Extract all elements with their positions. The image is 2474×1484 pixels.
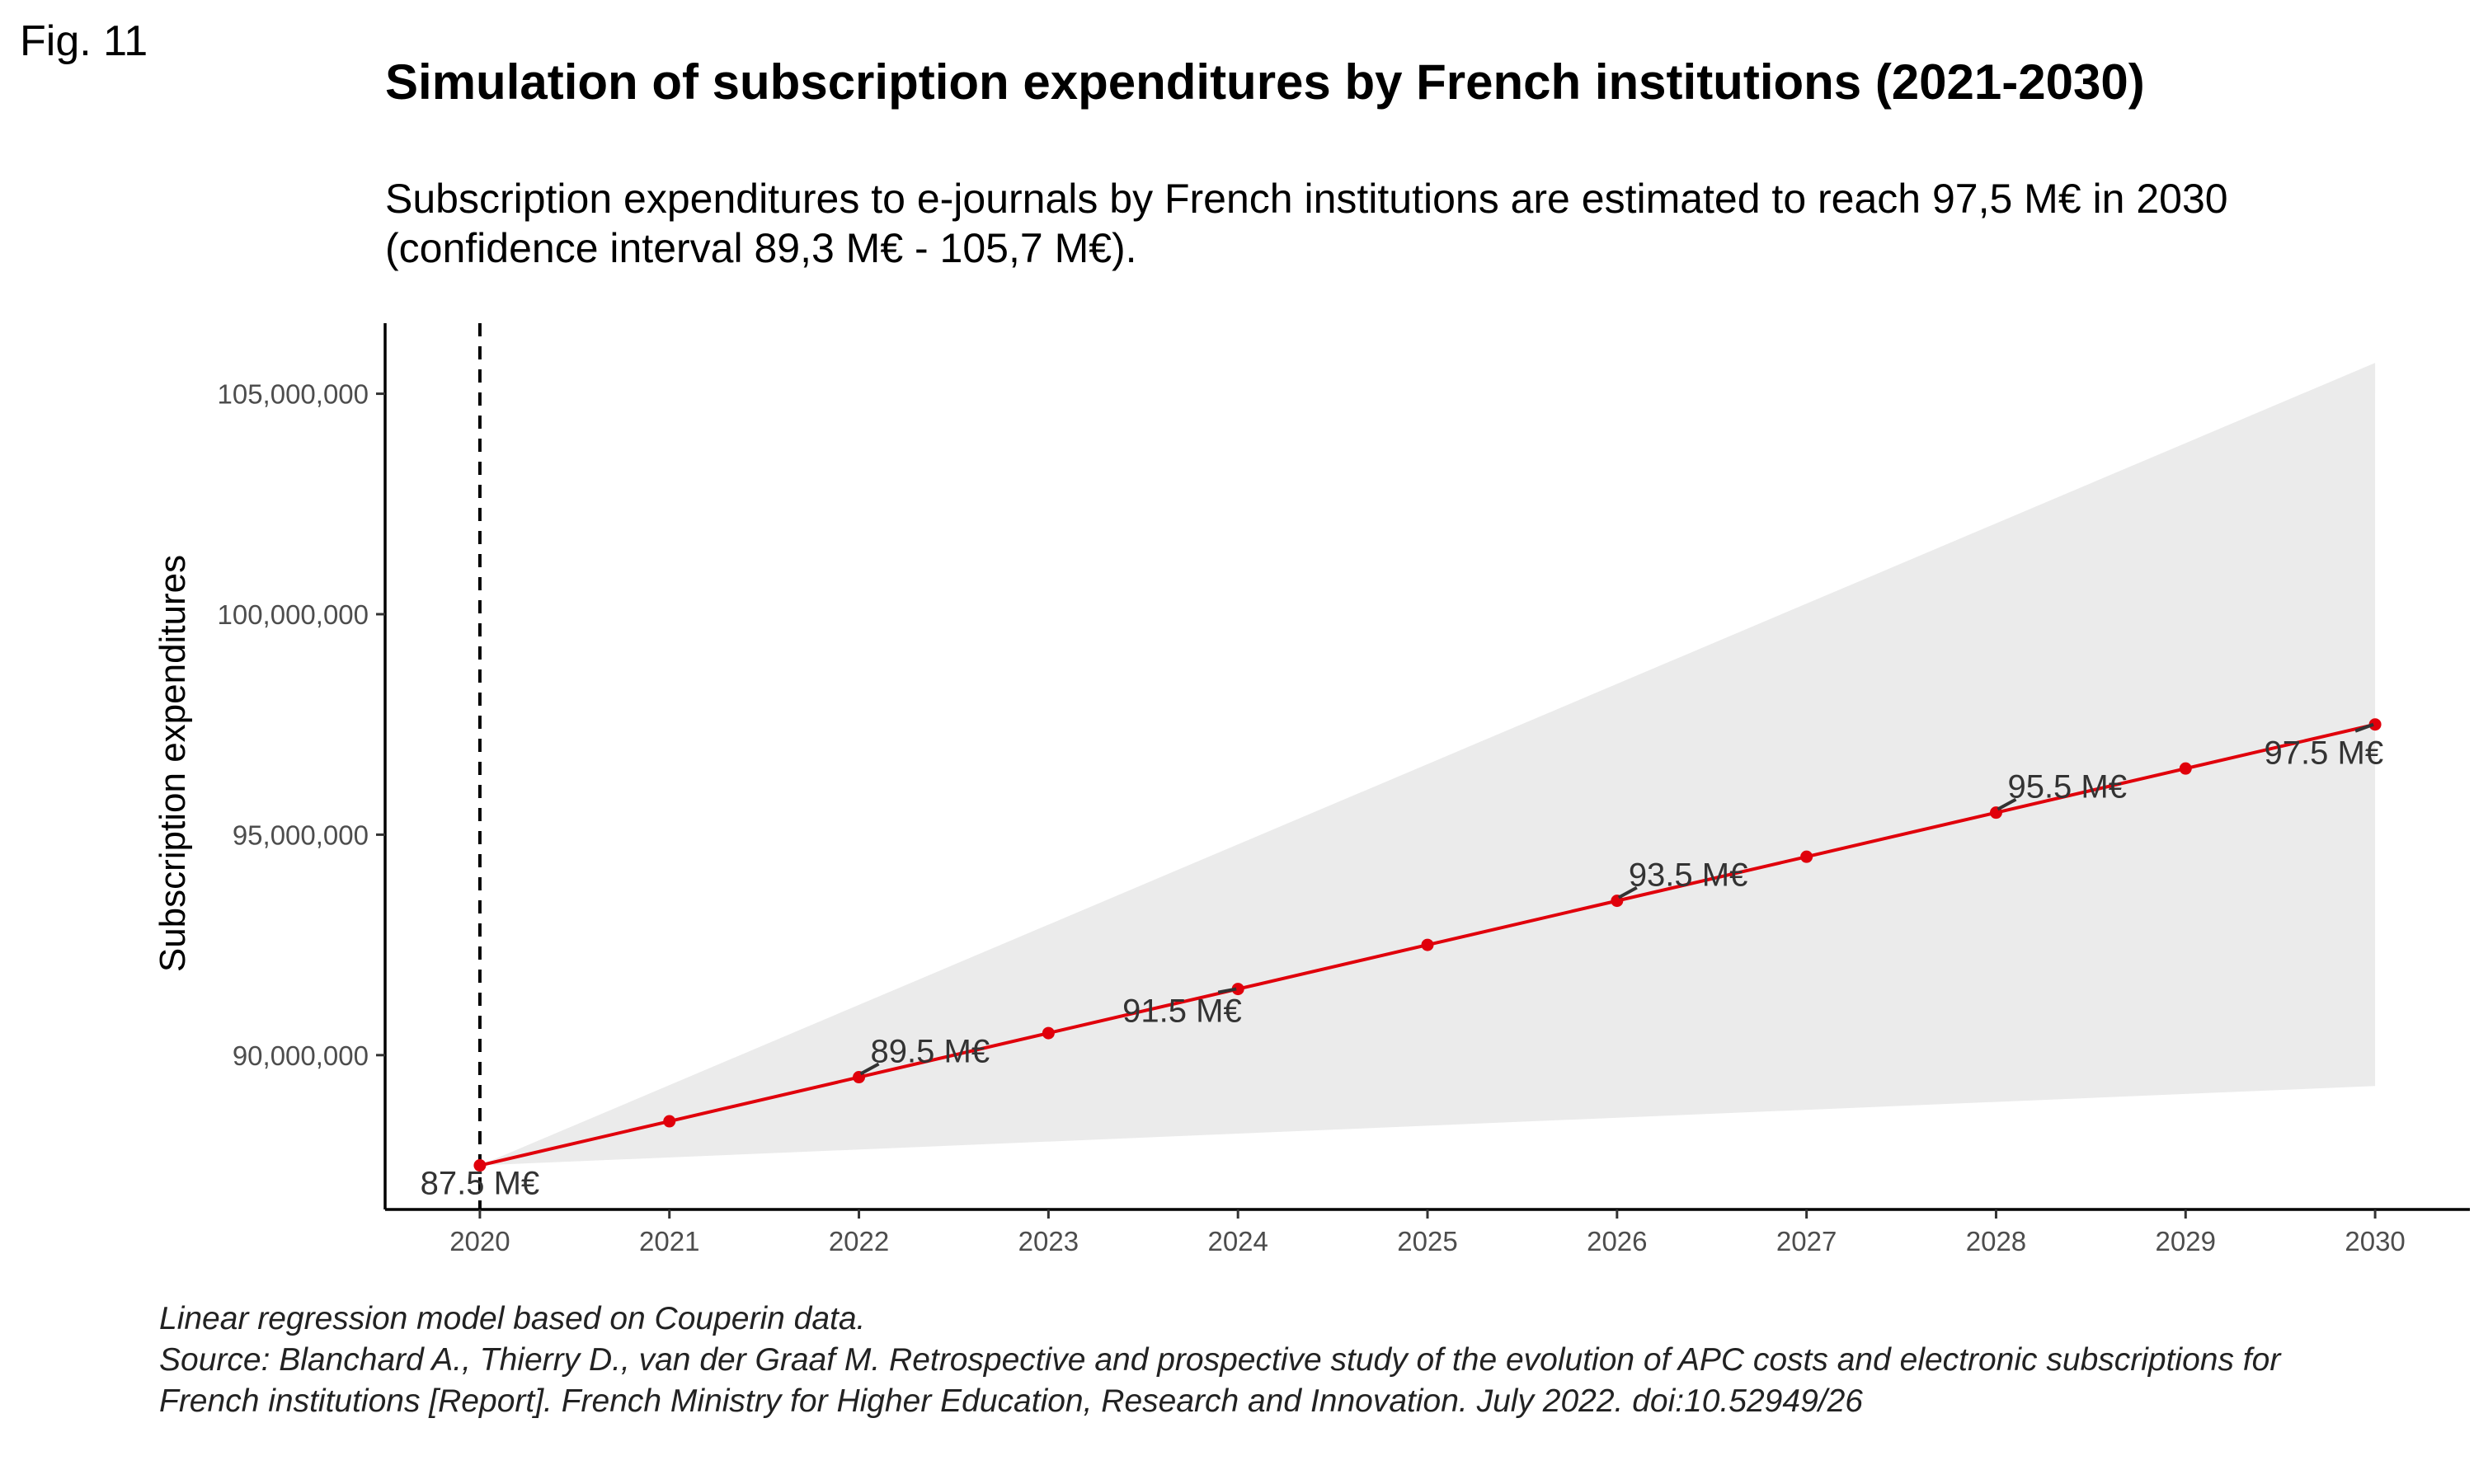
caption-line-3: French institutions [Report]. French Min… [159,1383,1863,1419]
data-point [663,1115,676,1128]
data-point [473,1159,487,1172]
x-tick-label: 2021 [639,1226,699,1256]
y-axis-title: Subscription expenditures [153,555,193,972]
confidence-band [479,363,2376,1166]
data-point [1231,983,1244,996]
plot-area: 90,000,000 95,000,000 100,000,000 105,000,0… [217,323,2470,1256]
x-tick-label: 2025 [1397,1226,1457,1256]
data-label-leader [2354,722,2374,733]
data-point [1800,850,1813,863]
x-tick-label: 2028 [1966,1226,2026,1256]
data-label: 95.5 M€ [2007,769,2127,805]
data-point [1042,1026,1055,1040]
x-tick-label: 2024 [1207,1226,1268,1256]
data-label: 91.5 M€ [1122,993,1242,1030]
data-point [1421,938,1434,951]
data-label: 93.5 M€ [1629,857,1748,894]
data-label: 89.5 M€ [871,1034,990,1070]
figure-label: Fig. 11 [20,17,148,65]
x-tick-label: 2020 [449,1226,510,1256]
data-label-leader [859,1062,880,1076]
data-label-leader [1997,797,2017,811]
data-label-leader [1217,987,1237,994]
x-tick-label: 2029 [2156,1226,2216,1256]
data-label: 97.5 M€ [2265,735,2384,772]
x-tick-label: 2023 [1018,1226,1079,1256]
chart-subtitle-line-1: Subscription expenditures to e-journals … [385,176,2228,222]
caption-line-1: Linear regression model based on Couperi… [159,1301,865,1336]
caption-line-2: Source: Blanchard A., Thierry D., van de… [159,1342,2282,1378]
chart-title: Simulation of subscription expenditures … [385,54,2145,110]
data-label-leader [1617,885,1638,899]
x-tick-label: 2022 [829,1226,889,1256]
y-tick-label: 95,000,000 [233,819,369,850]
y-tick-label: 100,000,000 [217,599,369,630]
y-tick-label: 105,000,000 [217,379,369,410]
data-point [2368,718,2382,731]
x-tick-label: 2030 [2345,1226,2405,1256]
x-tick-label: 2026 [1587,1226,1647,1256]
data-point [2179,762,2192,775]
x-tick-label: 2027 [1776,1226,1837,1256]
data-label: 87.5 M€ [421,1166,540,1202]
y-tick-label: 90,000,000 [233,1040,369,1071]
chart-subtitle-line-2: (confidence interval 89,3 M€ - 105,7 M€)… [385,225,1137,271]
